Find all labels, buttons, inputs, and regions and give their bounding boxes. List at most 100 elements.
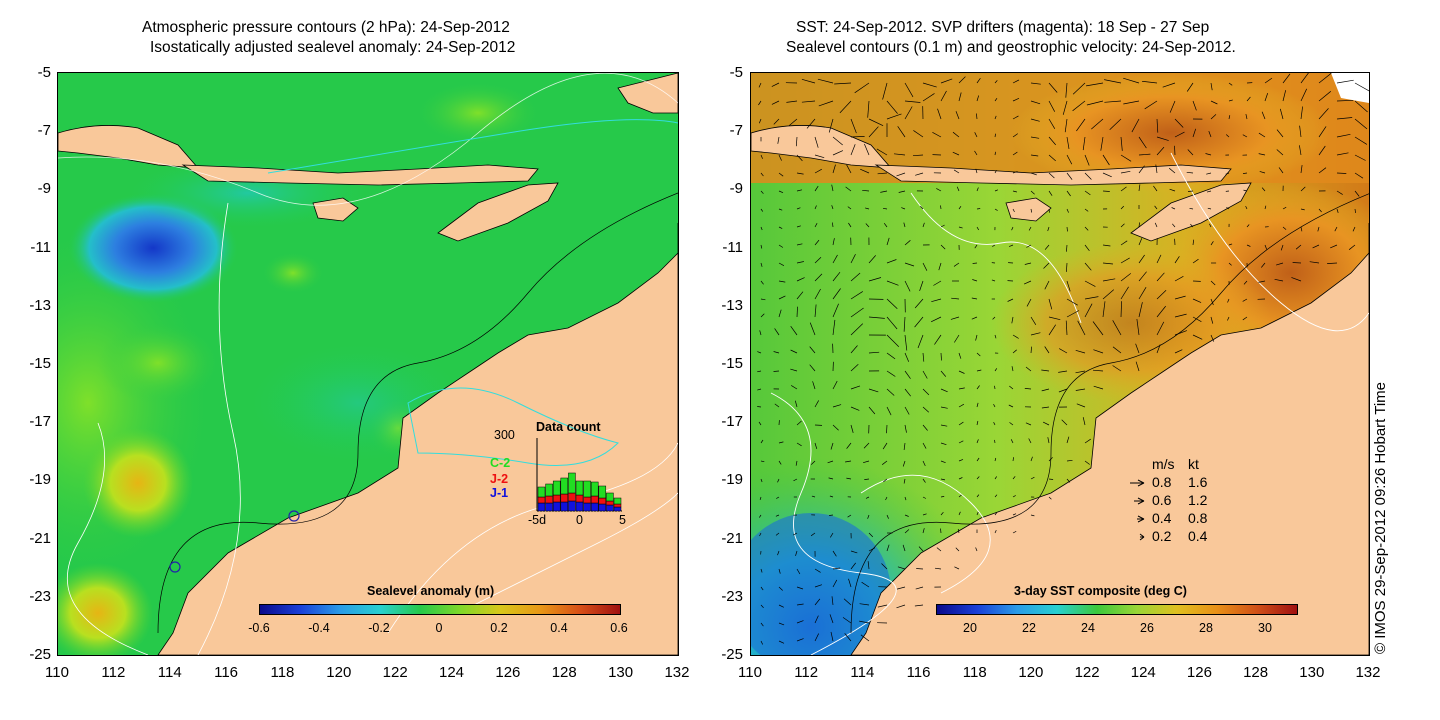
x-tick-label: 122 bbox=[1074, 664, 1100, 681]
sealevel-anomaly-map bbox=[57, 72, 679, 656]
series-label-j1: J-1 bbox=[490, 486, 509, 500]
sumba-island bbox=[1005, 197, 1052, 222]
legend-ms-value: 0.6 bbox=[1152, 492, 1172, 508]
velocity-legend-row: 0.6 1.2 bbox=[1126, 492, 1236, 510]
right-title-line1: SST: 24-Sep-2012. SVP drifters (magenta)… bbox=[796, 19, 1210, 36]
x-tick-label: 124 bbox=[439, 664, 465, 681]
histogram-bar bbox=[613, 506, 622, 512]
x-tick-label: 128 bbox=[551, 664, 577, 681]
cloud-mask bbox=[1331, 73, 1369, 103]
histogram-bar bbox=[552, 494, 561, 503]
x-tick-label: 130 bbox=[608, 664, 634, 681]
x-tick-label: 130 bbox=[1299, 664, 1325, 681]
histogram-bar bbox=[590, 495, 599, 504]
y-tick-label: -17 bbox=[29, 413, 51, 431]
velocity-legend-row: 0.2 0.4 bbox=[1126, 528, 1236, 546]
histogram-bar bbox=[575, 494, 584, 503]
histogram-bar bbox=[598, 503, 607, 512]
colorbar-tick-label: 24 bbox=[1081, 621, 1095, 635]
histogram-bar bbox=[590, 481, 599, 497]
y-tick-label: -25 bbox=[721, 646, 743, 663]
x-tick-label: 116 bbox=[906, 664, 931, 681]
histogram-bar bbox=[598, 485, 607, 499]
x-tick-label: 114 bbox=[157, 664, 182, 681]
colorbar-tick-label: -0.2 bbox=[368, 621, 390, 635]
x-tick-label: 126 bbox=[495, 664, 521, 681]
australia-land bbox=[850, 223, 1369, 655]
tide-gauge-marker bbox=[288, 510, 300, 522]
histogram-bar bbox=[590, 502, 599, 512]
legend-ms-value: 0.8 bbox=[1152, 474, 1172, 490]
histogram-bar bbox=[552, 501, 561, 512]
histogram-bar bbox=[560, 493, 569, 503]
copyright-text: © IMOS 29-Sep-2012 09:26 Hobart Time bbox=[1372, 381, 1389, 654]
colorbar-tick-label: 0 bbox=[435, 621, 443, 635]
colorbar-tick-label: 30 bbox=[1258, 621, 1272, 635]
histogram-bar bbox=[545, 483, 553, 497]
histogram-bar bbox=[598, 497, 607, 505]
x-tick-label: 110 bbox=[738, 664, 762, 681]
velocity-legend-row: 0.8 1.6 bbox=[1126, 474, 1236, 492]
colorbar-tick-label: 0.4 bbox=[550, 621, 568, 635]
histogram-bar bbox=[545, 495, 553, 504]
velocity-arrow-icon bbox=[1134, 497, 1145, 505]
velocity-arrow-icon bbox=[1137, 515, 1145, 523]
sst-map bbox=[750, 72, 1370, 656]
histogram-title: Data count bbox=[536, 420, 601, 434]
histogram-ymax: 300 bbox=[494, 428, 515, 442]
histogram-bar bbox=[537, 496, 546, 504]
y-tick-label: -7 bbox=[729, 122, 743, 140]
y-tick-label: -5 bbox=[729, 64, 743, 81]
left-title-line2: Isostatically adjusted sealevel anomaly:… bbox=[150, 39, 516, 56]
x-tick-label: 118 bbox=[270, 664, 295, 681]
legend-header-ms: m/s bbox=[1152, 456, 1175, 472]
y-tick-label: -23 bbox=[721, 587, 743, 605]
sst-colorbar bbox=[936, 604, 1298, 615]
right-colorbar-title: 3-day SST composite (deg C) bbox=[1014, 584, 1187, 598]
y-tick-label: -7 bbox=[37, 122, 51, 140]
legend-ms-value: 0.4 bbox=[1152, 510, 1172, 526]
sealevel-colorbar bbox=[259, 604, 621, 615]
y-tick-label: -23 bbox=[29, 587, 51, 605]
velocity-arrow-icon bbox=[1130, 479, 1145, 487]
colorbar-tick-label: -0.4 bbox=[308, 621, 330, 635]
lesser-sunda-islands bbox=[874, 164, 1232, 186]
x-tick-label: 110 bbox=[45, 664, 69, 681]
x-tick-label: 116 bbox=[214, 664, 239, 681]
lesser-sunda-islands bbox=[181, 164, 539, 186]
y-tick-label: -11 bbox=[30, 238, 51, 256]
histogram-bar bbox=[552, 480, 561, 496]
y-tick-label: -19 bbox=[721, 471, 743, 489]
x-tick-label: 120 bbox=[326, 664, 352, 681]
legend-kt-value: 1.6 bbox=[1188, 474, 1208, 490]
histogram-bar bbox=[568, 492, 576, 502]
series-label-c2: C-2 bbox=[490, 456, 511, 470]
histogram-bar bbox=[575, 480, 584, 496]
y-tick-label: -21 bbox=[29, 529, 51, 547]
histogram-bar bbox=[568, 500, 576, 512]
y-tick-label: -21 bbox=[721, 529, 743, 547]
x-tick-label: 126 bbox=[1186, 664, 1212, 681]
histogram-bars bbox=[536, 438, 622, 512]
positive-anomaly-eddy bbox=[83, 428, 193, 538]
y-tick-label: -17 bbox=[721, 413, 743, 431]
north-land bbox=[617, 73, 678, 114]
colorbar-tick-label: 26 bbox=[1140, 621, 1154, 635]
y-tick-label: -5 bbox=[37, 64, 51, 81]
histogram-bar bbox=[583, 480, 591, 498]
x-tick-label: 122 bbox=[382, 664, 408, 681]
colorbar-tick-label: 0.6 bbox=[610, 621, 628, 635]
legend-kt-value: 1.2 bbox=[1188, 492, 1208, 508]
tide-gauge-marker bbox=[169, 561, 181, 573]
y-tick-label: -19 bbox=[29, 471, 51, 489]
y-tick-label: -13 bbox=[721, 296, 743, 314]
y-tick-label: -9 bbox=[729, 180, 743, 198]
histogram-bar bbox=[560, 501, 569, 512]
series-label-j2: J-2 bbox=[490, 472, 509, 486]
x-tick-label: 112 bbox=[101, 664, 126, 681]
australia-land bbox=[157, 223, 678, 655]
left-title-line1: Atmospheric pressure contours (2 hPa): 2… bbox=[142, 19, 510, 36]
java-land bbox=[751, 125, 892, 169]
colorbar-tick-label: 0.2 bbox=[490, 621, 508, 635]
x-tick-label: 132 bbox=[1355, 664, 1381, 681]
